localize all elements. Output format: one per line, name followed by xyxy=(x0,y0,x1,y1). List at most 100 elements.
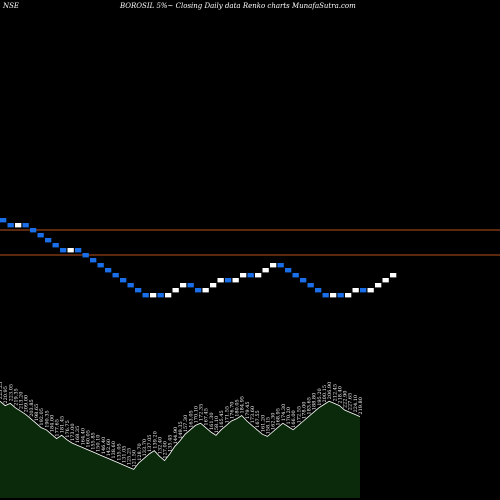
renko-brick-down xyxy=(300,278,307,283)
volume-value-label: 173.60 xyxy=(250,406,256,424)
chart-title: BOROSIL 5%~ Closing Daily data Renko cha… xyxy=(119,2,356,10)
volume-value-label: 209.00 xyxy=(24,395,30,413)
volume-value-label: 139.20 xyxy=(152,431,158,449)
renko-brick-down xyxy=(127,283,134,288)
volume-value-label: 167.55 xyxy=(255,410,261,428)
volume-area-edge xyxy=(0,400,361,470)
volume-value-label: 161.30 xyxy=(209,413,215,431)
volume-value-label: 212.45 xyxy=(332,384,338,402)
renko-brick-down xyxy=(120,278,127,283)
renko-brick-down xyxy=(60,248,67,253)
renko-brick-down xyxy=(22,223,29,228)
volume-value-label: 200.15 xyxy=(322,385,328,403)
renko-brick-up xyxy=(352,288,359,293)
volume-value-label: 184.95 xyxy=(240,396,246,414)
volume-value-label: 224.10 xyxy=(353,395,359,413)
volume-value-label: 131.05 xyxy=(121,446,127,464)
volume-value-label: 177.65 xyxy=(55,419,61,437)
volume-value-label: 184.00 xyxy=(49,415,55,433)
volume-value-label: 168.95 xyxy=(276,408,282,426)
volume-area-fill xyxy=(0,401,360,498)
volume-value-label: 188.80 xyxy=(312,393,318,411)
renko-bricks xyxy=(0,218,397,298)
renko-brick-down xyxy=(105,268,112,273)
renko-brick-down xyxy=(75,248,82,253)
volume-value-label: 167.45 xyxy=(204,408,210,426)
renko-brick-up xyxy=(172,288,179,293)
renko-brick-down xyxy=(247,273,254,278)
renko-brick-down xyxy=(315,288,322,293)
renko-brick-up xyxy=(217,278,224,283)
volume-value-label: 142.60 xyxy=(106,439,112,457)
renko-brick-up xyxy=(232,278,239,283)
renko-brick-down xyxy=(82,253,89,258)
volume-value-label: 132.40 xyxy=(157,437,163,455)
volume-value-label: 218.40 xyxy=(337,386,343,404)
volume-value-label: 135.45 xyxy=(168,435,174,453)
renko-brick-up xyxy=(262,268,269,273)
volume-value-label: 163.05 xyxy=(188,410,194,428)
renko-brick-down xyxy=(225,278,232,283)
volume-value-label: 128.70 xyxy=(137,443,143,461)
volume-value-label: 161.20 xyxy=(260,415,266,433)
volume-value-label: 158.15 xyxy=(265,417,271,435)
volume-value-label: 219.35 xyxy=(13,388,19,406)
renko-brick-down xyxy=(135,288,142,293)
volume-value-label: 137.05 xyxy=(147,435,153,453)
renko-brick-up xyxy=(67,248,74,253)
volume-value-label: 155.85 xyxy=(91,432,97,450)
renko-brick-down xyxy=(7,223,14,228)
volume-value-label: 181.45 xyxy=(60,416,66,434)
renko-brick-down xyxy=(292,273,299,278)
volume-area xyxy=(0,400,361,498)
volume-value-label: 121.50 xyxy=(132,450,138,468)
volume-value-label: 172.35 xyxy=(199,404,205,422)
volume-value-label: 179.45 xyxy=(245,402,251,420)
volume-value-label: 144.90 xyxy=(173,427,179,445)
renko-brick-down xyxy=(157,293,164,298)
renko-brick-down xyxy=(322,293,329,298)
volume-value-label: 127.00 xyxy=(163,441,169,459)
renko-brick-down xyxy=(30,228,37,233)
renko-brick-up xyxy=(382,278,389,283)
renko-brick-down xyxy=(52,243,59,248)
renko-brick-up xyxy=(367,288,374,293)
renko-brick-down xyxy=(285,268,292,273)
volume-value-label: 125.25 xyxy=(127,448,133,466)
renko-brick-down xyxy=(195,288,202,293)
volume-value-label: 166.00 xyxy=(291,410,297,428)
renko-brick-down xyxy=(142,293,149,298)
renko-brick-down xyxy=(307,283,314,288)
renko-brick-down xyxy=(90,258,97,263)
renko-brick-up xyxy=(165,293,172,298)
volume-value-label: 133.70 xyxy=(142,439,148,457)
volume-value-label: 176.75 xyxy=(65,420,71,438)
volume-value-label: 222.90 xyxy=(343,391,349,409)
renko-brick-down xyxy=(337,293,344,298)
renko-brick-down xyxy=(37,233,44,238)
volume-value-label: 171.55 xyxy=(224,406,230,424)
renko-brick-down xyxy=(360,288,367,293)
renko-brick-down xyxy=(97,263,104,268)
volume-value-label: 213.20 xyxy=(19,392,25,410)
volume-value-label: 157.30 xyxy=(183,415,189,433)
renko-brick-up xyxy=(345,293,352,298)
volume-labels: 225.25 220.95 223.05 219.35 213.20 209.00 203.… xyxy=(0,382,364,468)
volume-value-label: 183.65 xyxy=(307,397,313,415)
renko-brick-up xyxy=(270,263,277,268)
volume-value-label: 225.25 xyxy=(0,382,4,400)
renko-brick-up xyxy=(390,273,397,278)
renko-brick-up xyxy=(15,223,22,228)
renko-brick-up xyxy=(375,283,382,288)
renko-brick-up xyxy=(330,293,337,298)
volume-value-label: 160.05 xyxy=(85,430,91,448)
volume-value-label: 173.00 xyxy=(70,424,76,442)
renko-brick-down xyxy=(0,218,7,223)
renko-brick-down xyxy=(112,273,119,278)
volume-value-label: 203.85 xyxy=(29,399,35,417)
volume-value-label: 178.00 xyxy=(301,402,307,420)
volume-value-label: 206.90 xyxy=(327,382,333,400)
volume-value-label: 150.10 xyxy=(96,435,102,453)
volume-value-label: 176.70 xyxy=(229,402,235,420)
